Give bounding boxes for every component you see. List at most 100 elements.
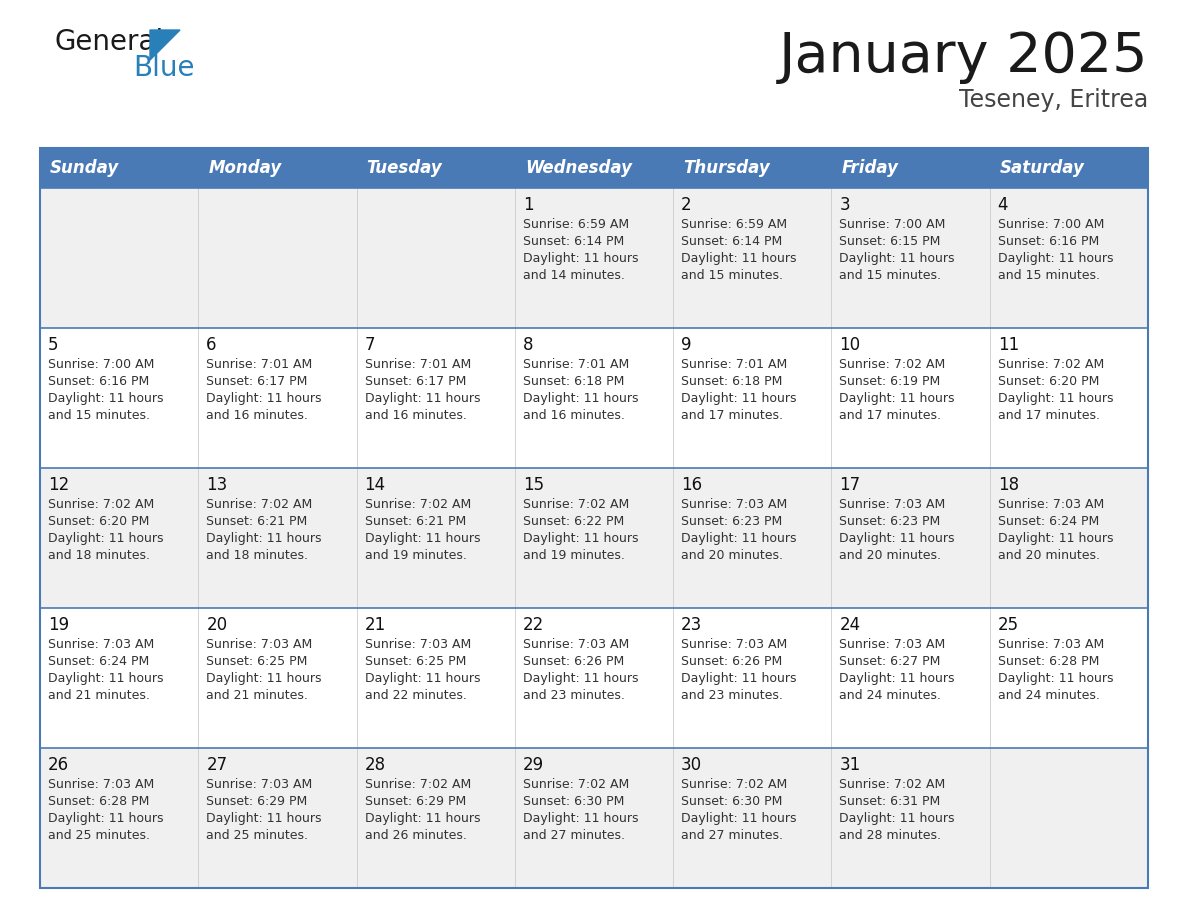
Text: Teseney, Eritrea: Teseney, Eritrea	[959, 88, 1148, 112]
Text: Sunset: 6:14 PM: Sunset: 6:14 PM	[523, 235, 624, 248]
Bar	[674, 148, 832, 188]
Text: Sunrise: 7:01 AM: Sunrise: 7:01 AM	[365, 358, 470, 371]
Text: 30: 30	[681, 756, 702, 774]
Text: and 21 minutes.: and 21 minutes.	[207, 689, 308, 702]
Bar	[356, 328, 514, 468]
Text: Daylight: 11 hours: Daylight: 11 hours	[840, 532, 955, 545]
Text: Daylight: 11 hours: Daylight: 11 hours	[523, 672, 638, 685]
Text: Daylight: 11 hours: Daylight: 11 hours	[840, 812, 955, 825]
Text: 12: 12	[48, 476, 69, 494]
Bar	[40, 608, 198, 748]
Text: and 25 minutes.: and 25 minutes.	[48, 829, 150, 842]
Text: Daylight: 11 hours: Daylight: 11 hours	[840, 392, 955, 405]
Text: and 15 minutes.: and 15 minutes.	[840, 269, 941, 282]
Text: Sunrise: 7:02 AM: Sunrise: 7:02 AM	[523, 498, 630, 511]
Text: Daylight: 11 hours: Daylight: 11 hours	[48, 812, 164, 825]
Bar	[356, 748, 514, 888]
Text: Sunset: 6:29 PM: Sunset: 6:29 PM	[207, 795, 308, 808]
Text: Sunrise: 7:02 AM: Sunrise: 7:02 AM	[681, 778, 788, 791]
Bar	[990, 328, 1148, 468]
Text: and 16 minutes.: and 16 minutes.	[365, 409, 467, 422]
Text: Sunset: 6:19 PM: Sunset: 6:19 PM	[840, 375, 941, 388]
Bar	[198, 148, 356, 188]
Text: and 20 minutes.: and 20 minutes.	[681, 549, 783, 562]
Text: Saturday: Saturday	[1000, 159, 1085, 177]
Text: 11: 11	[998, 336, 1019, 354]
Bar	[832, 188, 990, 328]
Text: Blue: Blue	[133, 54, 195, 82]
Text: Sunset: 6:30 PM: Sunset: 6:30 PM	[681, 795, 783, 808]
Text: Sunset: 6:27 PM: Sunset: 6:27 PM	[840, 655, 941, 668]
Text: Sunset: 6:24 PM: Sunset: 6:24 PM	[998, 515, 1099, 528]
Bar	[832, 608, 990, 748]
Text: 17: 17	[840, 476, 860, 494]
Text: Sunrise: 7:03 AM: Sunrise: 7:03 AM	[207, 778, 312, 791]
Bar	[40, 468, 198, 608]
Text: and 17 minutes.: and 17 minutes.	[840, 409, 941, 422]
Text: Daylight: 11 hours: Daylight: 11 hours	[523, 392, 638, 405]
Text: and 18 minutes.: and 18 minutes.	[207, 549, 308, 562]
Text: Sunrise: 7:01 AM: Sunrise: 7:01 AM	[207, 358, 312, 371]
Text: Sunset: 6:18 PM: Sunset: 6:18 PM	[681, 375, 783, 388]
Text: Sunrise: 7:02 AM: Sunrise: 7:02 AM	[48, 498, 154, 511]
Text: Sunset: 6:26 PM: Sunset: 6:26 PM	[523, 655, 624, 668]
Text: and 20 minutes.: and 20 minutes.	[840, 549, 941, 562]
Text: Daylight: 11 hours: Daylight: 11 hours	[681, 812, 797, 825]
Text: and 22 minutes.: and 22 minutes.	[365, 689, 467, 702]
Text: Sunrise: 7:03 AM: Sunrise: 7:03 AM	[840, 498, 946, 511]
Text: 9: 9	[681, 336, 691, 354]
Bar	[514, 148, 674, 188]
Text: Sunrise: 7:02 AM: Sunrise: 7:02 AM	[840, 358, 946, 371]
Text: and 24 minutes.: and 24 minutes.	[998, 689, 1100, 702]
Bar	[674, 608, 832, 748]
Text: Monday: Monday	[208, 159, 282, 177]
Text: Daylight: 11 hours: Daylight: 11 hours	[681, 672, 797, 685]
Text: Sunrise: 7:00 AM: Sunrise: 7:00 AM	[48, 358, 154, 371]
Text: Sunrise: 7:02 AM: Sunrise: 7:02 AM	[998, 358, 1104, 371]
Text: Sunrise: 7:03 AM: Sunrise: 7:03 AM	[523, 638, 630, 651]
Text: Sunset: 6:28 PM: Sunset: 6:28 PM	[48, 795, 150, 808]
Text: Daylight: 11 hours: Daylight: 11 hours	[207, 672, 322, 685]
Bar	[514, 188, 674, 328]
Text: Daylight: 11 hours: Daylight: 11 hours	[523, 252, 638, 265]
Text: 27: 27	[207, 756, 227, 774]
Text: Friday: Friday	[841, 159, 898, 177]
Text: Daylight: 11 hours: Daylight: 11 hours	[840, 672, 955, 685]
Bar	[40, 748, 198, 888]
Text: 18: 18	[998, 476, 1019, 494]
Text: 10: 10	[840, 336, 860, 354]
Text: Sunrise: 7:02 AM: Sunrise: 7:02 AM	[365, 778, 470, 791]
Text: and 17 minutes.: and 17 minutes.	[998, 409, 1100, 422]
Text: and 16 minutes.: and 16 minutes.	[523, 409, 625, 422]
Bar	[514, 328, 674, 468]
Text: Wednesday: Wednesday	[525, 159, 632, 177]
Text: Sunrise: 7:03 AM: Sunrise: 7:03 AM	[48, 778, 154, 791]
Text: and 19 minutes.: and 19 minutes.	[523, 549, 625, 562]
Text: and 25 minutes.: and 25 minutes.	[207, 829, 308, 842]
Text: Sunrise: 7:03 AM: Sunrise: 7:03 AM	[998, 638, 1104, 651]
Text: and 23 minutes.: and 23 minutes.	[681, 689, 783, 702]
Text: Sunset: 6:14 PM: Sunset: 6:14 PM	[681, 235, 783, 248]
Text: Daylight: 11 hours: Daylight: 11 hours	[998, 392, 1113, 405]
Text: and 28 minutes.: and 28 minutes.	[840, 829, 941, 842]
Text: 6: 6	[207, 336, 216, 354]
Bar	[514, 468, 674, 608]
Text: Sunset: 6:29 PM: Sunset: 6:29 PM	[365, 795, 466, 808]
Text: and 14 minutes.: and 14 minutes.	[523, 269, 625, 282]
Text: and 27 minutes.: and 27 minutes.	[681, 829, 783, 842]
Text: 16: 16	[681, 476, 702, 494]
Text: Sunrise: 7:03 AM: Sunrise: 7:03 AM	[840, 638, 946, 651]
Text: Tuesday: Tuesday	[367, 159, 442, 177]
Text: Sunrise: 7:01 AM: Sunrise: 7:01 AM	[523, 358, 630, 371]
Text: 26: 26	[48, 756, 69, 774]
Bar	[198, 468, 356, 608]
Text: Sunset: 6:31 PM: Sunset: 6:31 PM	[840, 795, 941, 808]
Text: 7: 7	[365, 336, 375, 354]
Text: Sunset: 6:20 PM: Sunset: 6:20 PM	[48, 515, 150, 528]
Bar	[514, 608, 674, 748]
Text: Daylight: 11 hours: Daylight: 11 hours	[365, 672, 480, 685]
Bar	[356, 188, 514, 328]
Text: Daylight: 11 hours: Daylight: 11 hours	[681, 392, 797, 405]
Text: 28: 28	[365, 756, 386, 774]
Text: Sunrise: 7:02 AM: Sunrise: 7:02 AM	[840, 778, 946, 791]
